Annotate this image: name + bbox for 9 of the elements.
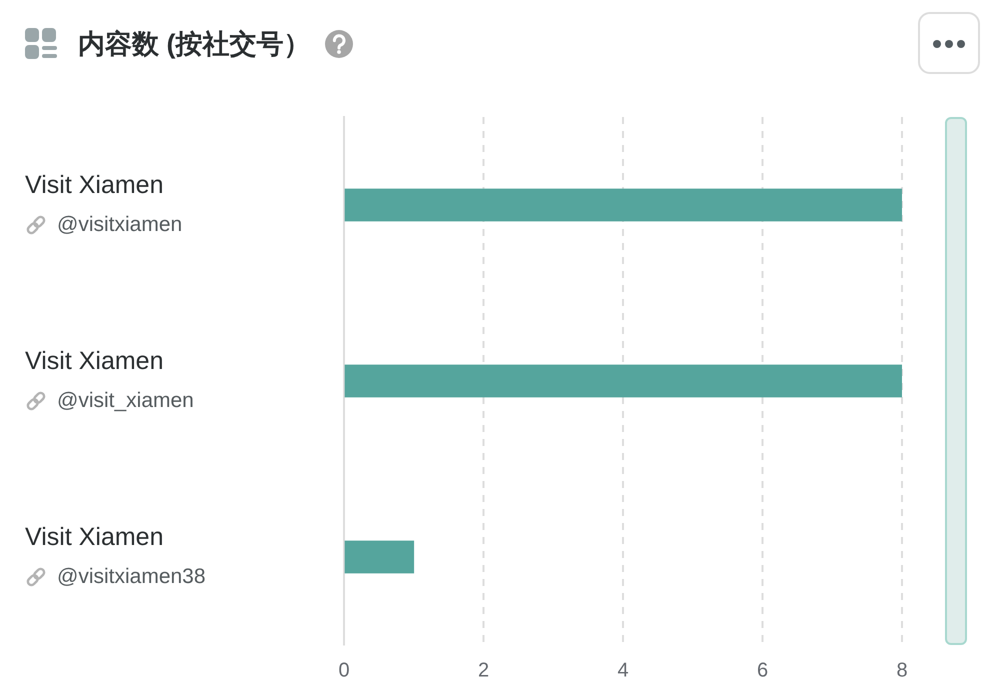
x-tick-label: 6: [756, 660, 768, 682]
x-tick-label: 4: [617, 660, 629, 682]
y-tick-label: Visit Xiamen @visitxiamen: [25, 170, 182, 236]
x-tick-label: 0: [338, 660, 350, 682]
y-tick-label: Visit Xiamen @visitxiamen38: [25, 522, 206, 588]
x-tick-label: 8: [896, 660, 908, 682]
x-tick-label: 2: [478, 660, 490, 682]
chart-title: 内容数 (按社交号）: [78, 28, 310, 61]
y-tick-label: Visit Xiamen @visit_xiamen: [25, 346, 194, 412]
